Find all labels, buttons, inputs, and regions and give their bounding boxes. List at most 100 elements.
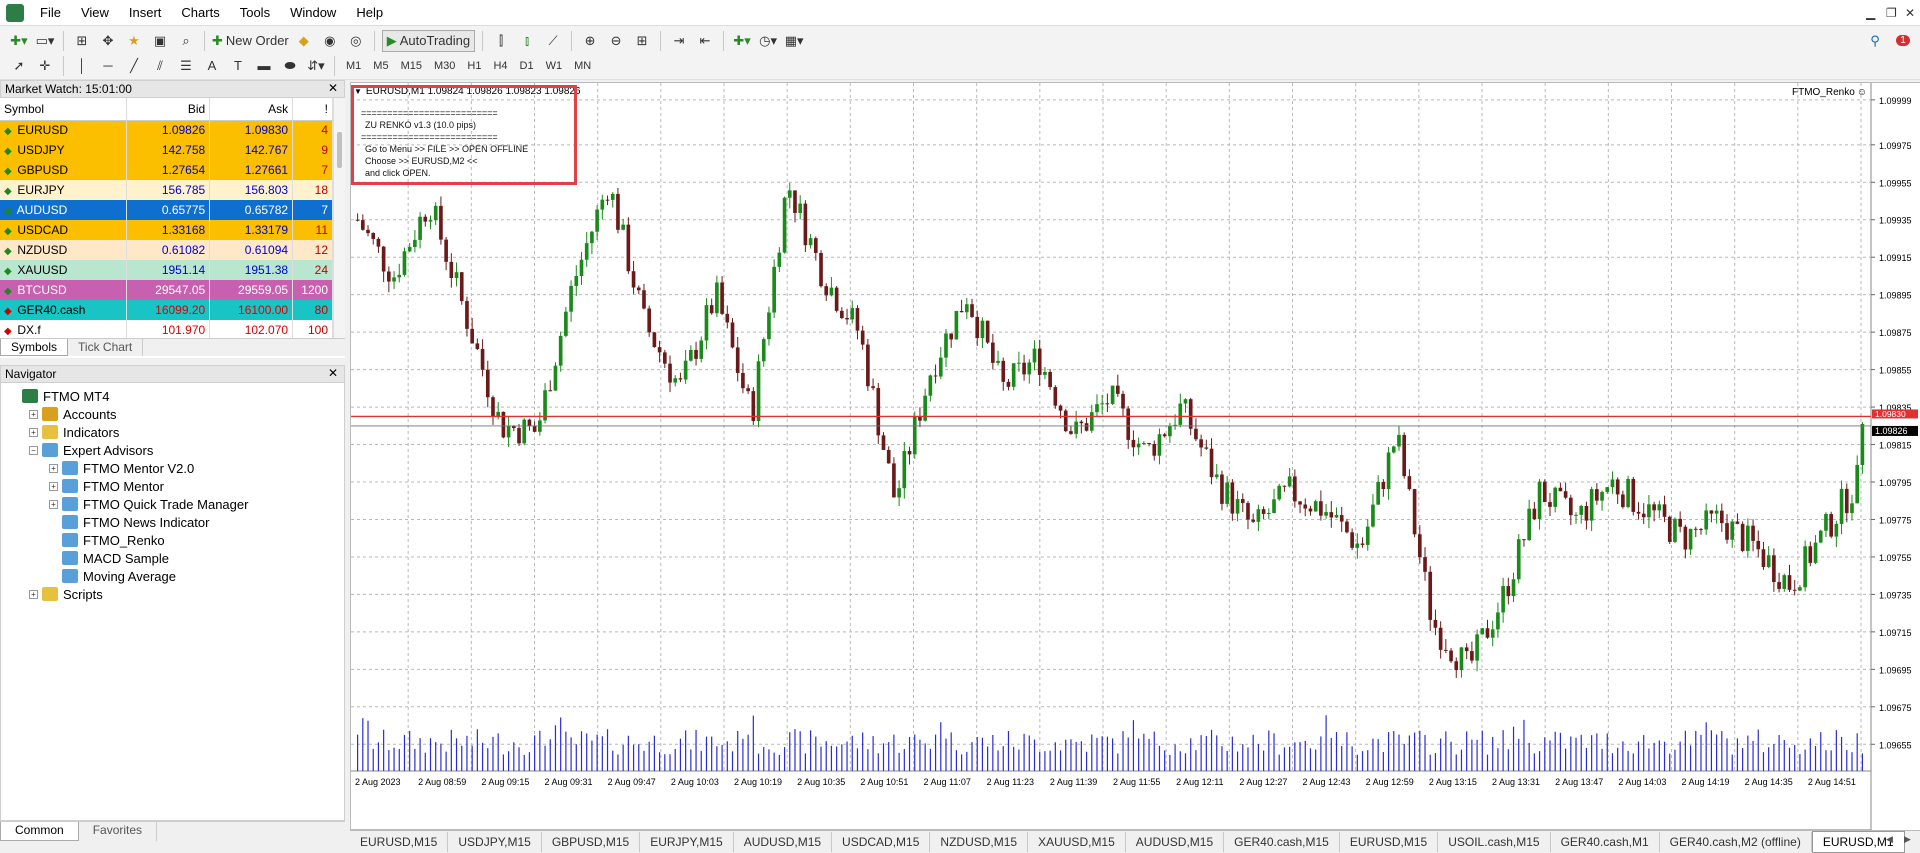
fibonacci-icon[interactable]: ☰	[180, 57, 192, 73]
zoom-in-icon[interactable]: ⊕	[584, 32, 596, 48]
navigator-icon[interactable]: ★	[128, 32, 140, 48]
chart-tab[interactable]: GBPUSD,M15	[542, 831, 641, 852]
expand-toggle-icon[interactable]: +	[29, 409, 38, 419]
timeframe-m15[interactable]: M15	[400, 59, 422, 72]
market-watch-icon[interactable]: ⊞	[76, 32, 88, 48]
navigator-item[interactable]: + FTMO Mentor V2.0	[1, 459, 344, 477]
market-watch-row[interactable]: ◆ BTCUSD 29547.05 29559.05 1200	[0, 280, 333, 300]
chart-tab[interactable]: USDJPY,M15	[448, 831, 542, 852]
tile-windows-icon[interactable]: ⊞	[636, 32, 648, 48]
close-icon[interactable]: ✕	[327, 366, 338, 380]
timeframe-mn[interactable]: MN	[574, 59, 592, 72]
market-watch-row[interactable]: ◆ USDCAD 1.33168 1.33179 11	[0, 220, 333, 240]
chart-tab[interactable]: NZDUSD,M15	[930, 831, 1029, 852]
new-chart-icon[interactable]: ✚▾	[10, 32, 28, 48]
navigator-item[interactable]: Moving Average	[1, 567, 344, 585]
chart-tab[interactable]: GER40.cash,M15	[1224, 831, 1340, 852]
navigator-item[interactable]: + FTMO Quick Trade Manager	[1, 495, 344, 513]
arrows-icon[interactable]: ⇵▾	[307, 57, 325, 73]
bar-chart-icon[interactable]: ⫿	[499, 32, 504, 48]
profiles-icon[interactable]: ▭▾	[35, 32, 55, 48]
metaeditor-icon[interactable]: ◆	[298, 32, 309, 48]
menu-help[interactable]: Help	[356, 4, 384, 20]
navigator-item[interactable]: + Scripts	[1, 585, 344, 603]
data-window-icon[interactable]: ✥	[102, 32, 114, 48]
navigator-item[interactable]: + Accounts	[1, 405, 344, 423]
indicators-menu-icon[interactable]: ✚▾	[733, 32, 751, 48]
cursor-icon[interactable]: ➚	[13, 57, 25, 73]
market-watch-row[interactable]: ◆ EURUSD 1.09826 1.09830 4	[0, 120, 333, 140]
expand-toggle-icon[interactable]: +	[29, 427, 38, 437]
timeframe-m5[interactable]: M5	[373, 59, 389, 72]
ellipse-icon[interactable]: ⬬	[284, 57, 296, 73]
search-icon[interactable]: ⚲	[1870, 32, 1880, 48]
autotrading-button[interactable]: ▶ AutoTrading	[381, 29, 476, 52]
chart-tab[interactable]: GER40.cash,M2 (offline)	[1660, 831, 1812, 852]
close-icon[interactable]: ✕	[1905, 6, 1916, 20]
chart-tab[interactable]: GER40.cash,M1	[1551, 831, 1660, 852]
chart-tab[interactable]: AUDUSD,M15	[1126, 831, 1225, 852]
navigator-item[interactable]: FTMO MT4	[1, 387, 344, 405]
minimize-icon[interactable]: ▁	[1866, 6, 1876, 20]
chart-tab[interactable]: USDCAD,M15	[832, 831, 931, 852]
templates-icon[interactable]: ▦▾	[784, 32, 804, 48]
expand-toggle-icon[interactable]: +	[49, 463, 58, 473]
close-icon[interactable]: ✕	[327, 81, 338, 95]
menu-file[interactable]: File	[40, 4, 61, 20]
text-icon[interactable]: A	[207, 58, 217, 73]
chart-menu-icon[interactable]: ▼	[354, 87, 362, 96]
restore-icon[interactable]: ❐	[1886, 6, 1897, 20]
price-chart[interactable]: 1.09999 1.09975 1.09955 1.09935 1.09915 1.098…	[351, 83, 1920, 831]
tab-tick-chart[interactable]: Tick Chart	[68, 339, 144, 356]
column-header-ask[interactable]: Ask	[209, 98, 294, 121]
navigator-item[interactable]: + Indicators	[1, 423, 344, 441]
signals-icon[interactable]: ◉	[324, 32, 336, 48]
column-header-bid[interactable]: Bid	[126, 98, 211, 121]
navigator-item[interactable]: + FTMO Mentor	[1, 477, 344, 495]
chart-shift-icon[interactable]: ⇤	[699, 32, 711, 48]
crosshair-icon[interactable]: ✛	[39, 57, 51, 73]
market-watch-row[interactable]: ◆ USDJPY 142.758 142.767 9	[0, 140, 333, 160]
market-watch-row[interactable]: ◆ NZDUSD 0.61082 0.61094 12	[0, 240, 333, 260]
timeframe-h1[interactable]: H1	[467, 59, 482, 72]
menu-view[interactable]: View	[80, 4, 109, 20]
expand-toggle-icon[interactable]: +	[49, 499, 58, 509]
timeframe-w1[interactable]: W1	[545, 59, 563, 72]
timeframe-m30[interactable]: M30	[433, 59, 456, 72]
navigator-item[interactable]: − Expert Advisors	[1, 441, 344, 459]
periods-icon[interactable]: ◷▾	[759, 32, 778, 48]
channel-icon[interactable]: ⫽	[157, 57, 163, 73]
strategy-tester-icon[interactable]: ⌕	[182, 32, 190, 48]
menu-window[interactable]: Window	[290, 4, 337, 20]
timeframe-d1[interactable]: D1	[519, 59, 534, 72]
zoom-out-icon[interactable]: ⊖	[610, 32, 622, 48]
auto-scroll-icon[interactable]: ⇥	[673, 32, 685, 48]
chart-tab[interactable]: XAUUSD,M15	[1028, 831, 1126, 852]
chart-tab[interactable]: USOIL.cash,M15	[1438, 831, 1551, 852]
menu-charts[interactable]: Charts	[181, 4, 220, 20]
menu-insert[interactable]: Insert	[128, 4, 162, 20]
navigator-item[interactable]: FTMO News Indicator	[1, 513, 344, 531]
column-header-spread[interactable]: !	[292, 98, 333, 121]
text-label-icon[interactable]: T	[234, 58, 242, 73]
notifications-icon[interactable]: 1	[1892, 30, 1914, 52]
navigator-item[interactable]: FTMO_Renko	[1, 531, 344, 549]
column-header-symbol[interactable]: Symbol	[0, 98, 128, 121]
expand-toggle-icon[interactable]: +	[49, 481, 58, 491]
chart-tab[interactable]: EURJPY,M15	[640, 831, 734, 852]
market-watch-row[interactable]: ◆ XAUUSD 1951.14 1951.38 24	[0, 260, 333, 280]
horizontal-line-icon[interactable]: ─	[103, 58, 113, 73]
market-watch-row[interactable]: ◆ GBPUSD 1.27654 1.27661 7	[0, 160, 333, 180]
vertical-line-icon[interactable]: │	[77, 58, 87, 73]
chart-tab[interactable]: EURUSD,M15	[350, 831, 449, 852]
tabs-scroll-right-icon[interactable]: ▶	[1904, 834, 1911, 844]
timeframe-h4[interactable]: H4	[493, 59, 508, 72]
new-order-button[interactable]: ✚ New Order	[212, 30, 289, 52]
menu-tools[interactable]: Tools	[239, 4, 271, 20]
terminal-icon[interactable]: ▣	[153, 32, 167, 48]
timeframe-m1[interactable]: M1	[346, 59, 362, 72]
market-watch-scrollbar[interactable]	[333, 98, 345, 340]
candlestick-chart-icon[interactable]: ⫾	[525, 32, 530, 48]
options-icon[interactable]: ◎	[350, 32, 362, 48]
tabs-scroll-left-icon[interactable]: ◀	[1886, 834, 1893, 844]
